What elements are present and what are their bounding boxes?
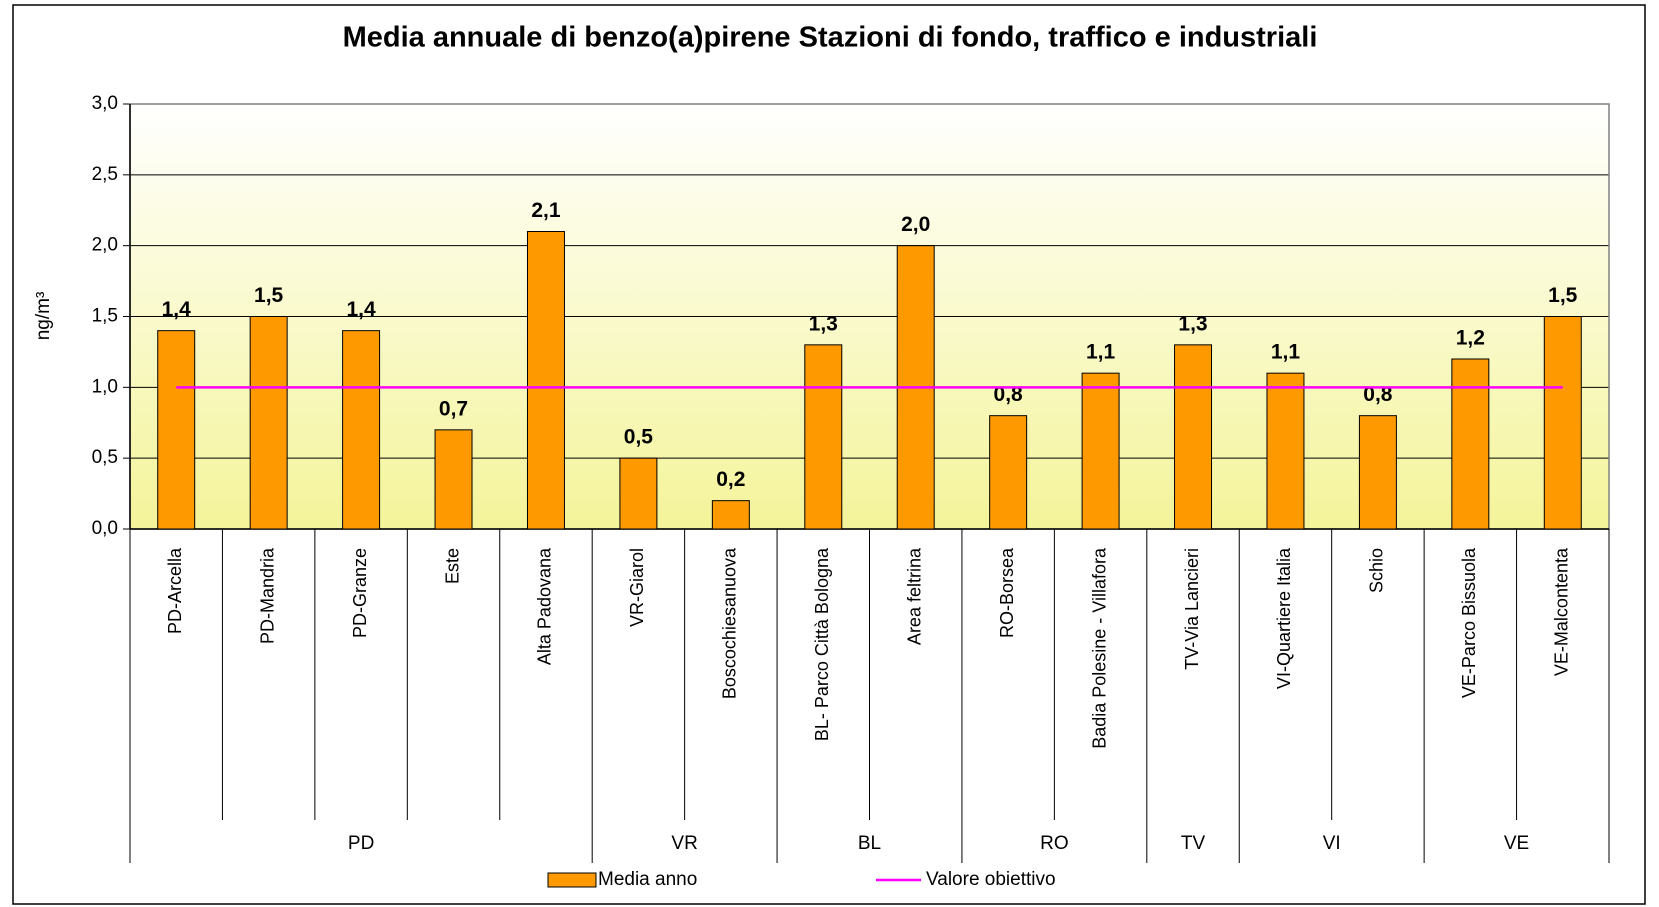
bar [249, 316, 288, 530]
group-label: TV [1181, 833, 1206, 854]
x-tick-label: PD-Granze [350, 548, 370, 638]
data-label: 1,4 [162, 298, 192, 321]
data-label: 2,1 [531, 199, 561, 222]
x-tick-label: Boscochiesanuova [720, 547, 740, 699]
bar [434, 429, 473, 530]
bar [526, 231, 565, 530]
data-label: 1,2 [1456, 327, 1485, 350]
data-label: 0,5 [624, 426, 654, 449]
y-tick-label: 1,5 [92, 306, 118, 327]
x-tick-label: VE-Malcontenta [1552, 547, 1572, 676]
legend-label: Valore obiettivo [926, 869, 1056, 890]
bar [619, 457, 658, 530]
data-label: 2,0 [901, 213, 930, 236]
group-label: PD [348, 833, 374, 854]
data-label: 1,3 [1178, 312, 1207, 335]
data-label: 0,2 [716, 468, 745, 491]
x-tick-label: BL- Parco Città Bologna [812, 547, 832, 741]
data-label: 1,5 [1548, 284, 1578, 307]
y-tick-label: 0,5 [92, 447, 118, 468]
legend-swatch [547, 872, 597, 888]
bar [1358, 415, 1397, 530]
bar [1174, 344, 1213, 530]
x-tick-label: Badia Polesine - Villafora [1089, 547, 1109, 749]
data-label: 0,8 [1363, 383, 1393, 406]
bar [989, 415, 1028, 530]
y-tick-label: 2,0 [92, 235, 118, 256]
data-label: 1,3 [809, 312, 838, 335]
data-label: 0,7 [439, 397, 468, 420]
data-label: 1,1 [1271, 341, 1301, 364]
group-label: VI [1323, 833, 1341, 854]
y-tick-label: 3,0 [92, 93, 118, 114]
x-tick-label: VI-Quartiere Italia [1274, 547, 1294, 689]
x-tick-label: Schio [1367, 548, 1387, 593]
x-tick-label: TV-Via Lancieri [1182, 548, 1202, 670]
y-axis-label: ng/m³ [33, 292, 54, 341]
bar [1266, 372, 1305, 530]
bar [804, 344, 843, 530]
x-tick-label: Este [442, 548, 462, 584]
x-tick-label: Area feltrina [904, 547, 924, 645]
group-label: VE [1504, 833, 1529, 854]
bar [711, 500, 750, 530]
chart-title: Media annuale di benzo(a)pirene Stazioni… [343, 22, 1318, 54]
x-tick-label: VE-Parco Bissuola [1459, 547, 1479, 698]
legend-label: Media anno [598, 869, 697, 890]
bar [157, 330, 196, 530]
bar [1081, 372, 1120, 530]
data-label: 1,4 [346, 298, 376, 321]
data-label: 1,5 [254, 284, 284, 307]
group-label: BL [858, 833, 881, 854]
y-tick-label: 2,5 [92, 164, 118, 185]
x-tick-label: RO-Borsea [997, 547, 1017, 638]
group-label: RO [1040, 833, 1069, 854]
y-tick-label: 0,0 [92, 518, 118, 539]
data-label: 0,8 [994, 383, 1024, 406]
x-tick-label: PD-Arcella [165, 547, 185, 634]
bar [1451, 358, 1490, 530]
x-tick-label: VR-Giarol [627, 548, 647, 627]
bar [342, 330, 381, 530]
group-label: VR [671, 833, 697, 854]
y-tick-label: 1,0 [92, 376, 118, 397]
x-tick-label: Alta Padovana [535, 547, 555, 665]
bar [1543, 316, 1582, 530]
x-tick-label: PD-Mandria [257, 547, 277, 644]
data-label: 1,1 [1086, 341, 1116, 364]
